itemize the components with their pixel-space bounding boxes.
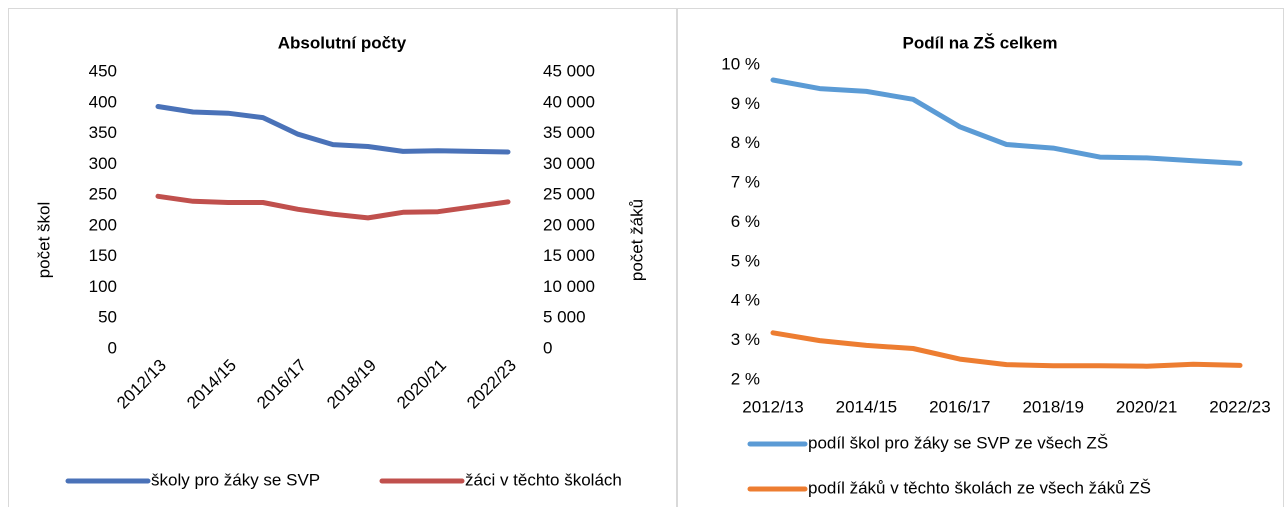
panel-border <box>677 8 1284 507</box>
y-tick-label: 6 % <box>731 212 760 231</box>
y-tick-label: 250 <box>89 185 117 204</box>
x-tick-label: 2020/21 <box>1116 397 1177 416</box>
y-tick-label: 400 <box>89 92 117 111</box>
legend-label: školy pro žáky se SVP <box>151 470 320 489</box>
y2-tick-label: 10 000 <box>543 277 595 296</box>
y-tick-label: 4 % <box>731 291 760 310</box>
chart-title: Podíl na ZŠ celkem <box>903 33 1058 52</box>
x-tick-label: 2014/15 <box>836 397 897 416</box>
y-tick-label: 5 % <box>731 251 760 270</box>
y-tick-label: 100 <box>89 277 117 296</box>
x-tick-label: 2018/19 <box>1022 397 1083 416</box>
series-line <box>770 77 1243 166</box>
x-tick-label: 2022/23 <box>463 356 520 413</box>
legend-label: podíl škol pro žáky se SVP ze všech ZŠ <box>808 433 1108 452</box>
y-tick-label: 300 <box>89 154 117 173</box>
series-line <box>770 330 1243 369</box>
y-axis-label: počet škol <box>34 202 53 279</box>
x-tick-label: 2018/19 <box>323 356 380 413</box>
y-tick-label: 150 <box>89 246 117 265</box>
y-tick-label: 7 % <box>731 173 760 192</box>
x-tick-label: 2022/23 <box>1209 397 1270 416</box>
y2-axis-label: počet žáků <box>627 199 646 281</box>
y2-tick-label: 0 <box>543 338 552 357</box>
y2-tick-label: 40 000 <box>543 92 595 111</box>
chart-title: Absolutní počty <box>278 33 407 52</box>
x-tick-label: 2012/13 <box>113 356 170 413</box>
series-line <box>155 193 511 221</box>
x-tick-label: 2020/21 <box>393 356 450 413</box>
x-tick-label: 2014/15 <box>183 356 240 413</box>
legend-label: žáci v těchto školách <box>465 470 622 489</box>
y-tick-label: 450 <box>89 61 117 80</box>
y-tick-label: 50 <box>98 308 117 327</box>
y2-tick-label: 5 000 <box>543 308 586 327</box>
y-tick-label: 10 % <box>721 54 760 73</box>
panel-border <box>8 8 677 507</box>
x-tick-label: 2012/13 <box>742 397 803 416</box>
y-tick-label: 8 % <box>731 133 760 152</box>
y-tick-label: 2 % <box>731 369 760 388</box>
y-tick-label: 3 % <box>731 330 760 349</box>
y2-tick-label: 20 000 <box>543 215 595 234</box>
y-tick-label: 9 % <box>731 94 760 113</box>
y-tick-label: 350 <box>89 123 117 142</box>
y2-tick-label: 25 000 <box>543 185 595 204</box>
y-tick-label: 200 <box>89 215 117 234</box>
y2-tick-label: 30 000 <box>543 154 595 173</box>
y2-tick-label: 45 000 <box>543 61 595 80</box>
legend-label: podíl žáků v těchto školách ze všech žák… <box>808 478 1151 497</box>
series-line <box>155 104 511 155</box>
y2-tick-label: 35 000 <box>543 123 595 142</box>
x-tick-label: 2016/17 <box>253 356 310 413</box>
y-tick-label: 0 <box>108 338 117 357</box>
x-tick-label: 2016/17 <box>929 397 990 416</box>
y2-tick-label: 15 000 <box>543 246 595 265</box>
